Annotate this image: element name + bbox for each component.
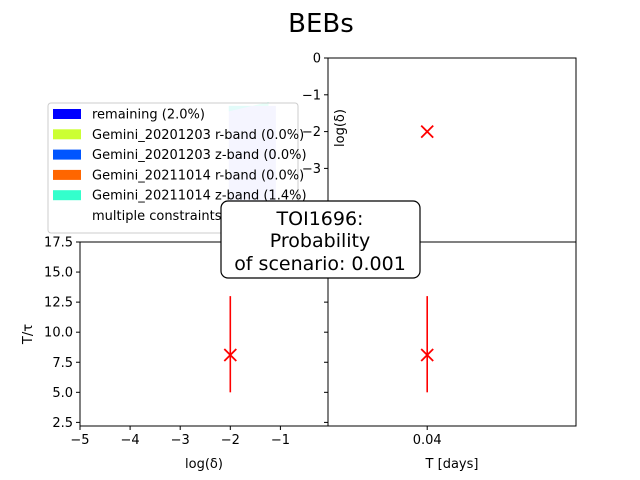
y-tick-label: −2 [302, 125, 321, 140]
panel-bottom-right: 0.04 T [days] [324, 241, 577, 472]
y-tick-label: 0 [313, 52, 321, 67]
y-tick-label: −1 [302, 88, 321, 103]
x-tick-label: 0.04 [413, 433, 442, 448]
legend-swatch [53, 149, 81, 160]
figure-title: BEBs [288, 9, 354, 39]
legend-swatch [53, 169, 81, 180]
legend-swatch [53, 190, 81, 201]
legend-label: Gemini_20211014 r-band (0.0%) [92, 168, 304, 183]
panel-bottom-left: 2.5 5.0 7.5 10.0 12.5 15.0 17.5 −5 −4 −3 −2 −1 log(… [21, 236, 329, 472]
x-tick-label: −3 [171, 433, 190, 448]
y-tick-label: 5.0 [52, 386, 73, 401]
y-tick-label: 10.0 [44, 326, 73, 341]
x-tick-label: −5 [70, 433, 89, 448]
x-tick-label: −1 [271, 433, 290, 448]
data-point-marker [420, 124, 434, 139]
bottom-left-ylabel: T/τ [21, 324, 36, 345]
scenario-annotation: TOI1696: Probability of scenario: 0.001 [220, 200, 421, 279]
annotation-line-1: TOI1696: [276, 208, 364, 230]
legend-label: Gemini_20211014 z-band (1.4%) [92, 189, 307, 204]
bottom-left-xlabel: log(δ) [185, 457, 223, 472]
data-point-marker [223, 348, 237, 362]
x-tick-label: −2 [221, 433, 240, 448]
bottom-right-xlabel: T [days] [425, 457, 479, 472]
legend-label: Gemini_20201203 r-band (0.0%) [92, 128, 304, 143]
panel-top-right: 0 −1 −2 −3 log(δ) [302, 52, 577, 243]
y-tick-label: 7.5 [52, 356, 73, 371]
legend-swatch [53, 129, 81, 140]
annotation-line-3: of scenario: 0.001 [234, 253, 406, 275]
annotation-line-2: Probability [270, 230, 370, 252]
legend-label: Gemini_20201203 z-band (0.0%) [92, 148, 307, 163]
x-tick-label: −4 [121, 433, 140, 448]
y-tick-label: 12.5 [44, 296, 73, 311]
annotation-box [220, 200, 421, 279]
legend-swatch [53, 210, 81, 221]
legend-swatch [53, 109, 81, 119]
legend-label: remaining (2.0%) [92, 108, 205, 123]
panel-bottom-right-frame [327, 241, 577, 427]
y-tick-label: 17.5 [44, 236, 73, 251]
y-tick-label: 2.5 [52, 416, 73, 431]
y-tick-label: −3 [302, 162, 321, 177]
y-tick-label: 15.0 [44, 266, 73, 281]
top-right-ylabel: log(δ) [333, 109, 348, 147]
data-point-marker [420, 348, 434, 362]
